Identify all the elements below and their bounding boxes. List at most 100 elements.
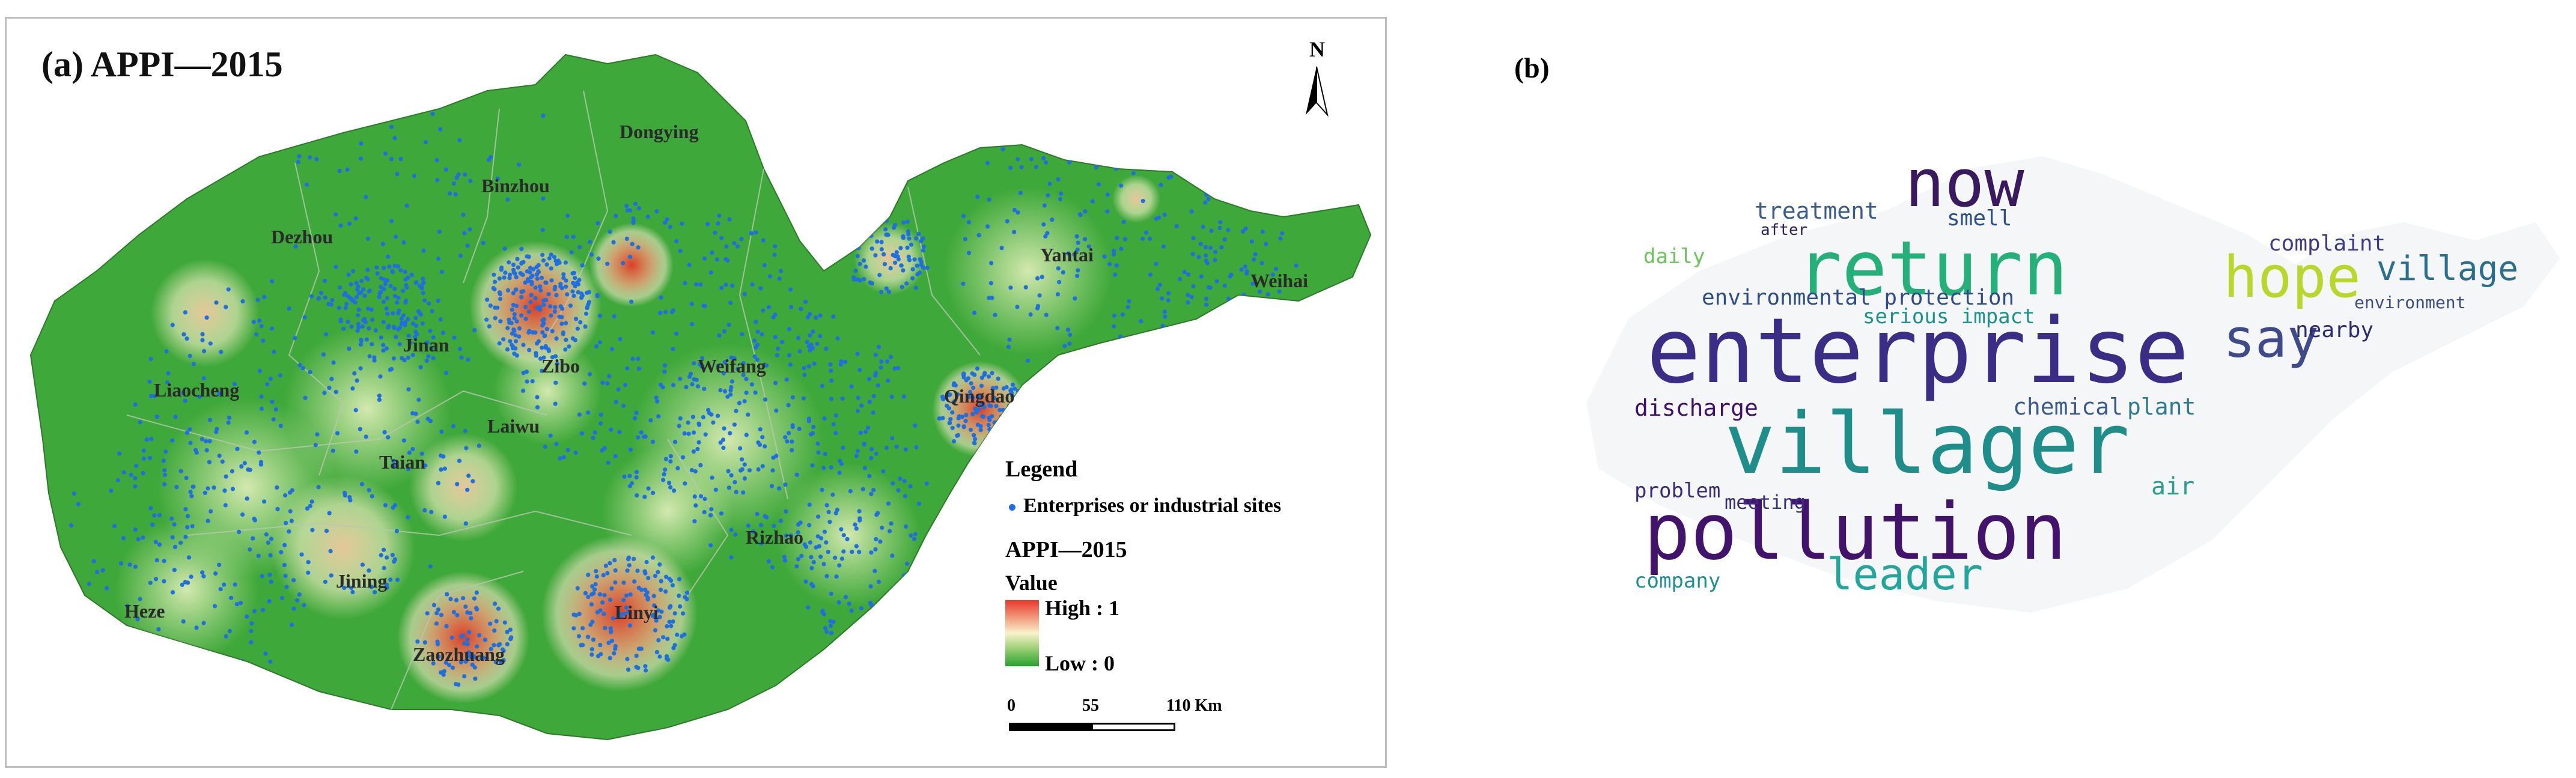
enterprise-point [694,282,699,287]
enterprise-point [323,295,327,300]
enterprise-point [268,377,273,381]
enterprise-point [738,468,743,473]
enterprise-point [365,80,371,85]
enterprise-point [808,348,812,353]
enterprise-point [993,312,997,317]
scale-bar-segment [1009,723,1093,731]
enterprise-point [833,431,838,436]
enterprise-point [605,261,610,266]
enterprise-point [481,240,486,246]
enterprise-point [710,250,714,255]
enterprise-point [429,345,434,350]
enterprise-point [652,603,657,608]
enterprise-point [788,287,793,292]
enterprise-point [321,352,326,357]
enterprise-point [170,438,175,443]
enterprise-point [749,231,754,236]
enterprise-point [1257,313,1262,318]
enterprise-point [978,424,983,429]
enterprise-point [239,601,243,606]
enterprise-point [308,503,312,508]
enterprise-point [458,660,464,664]
enterprise-point [821,562,826,567]
enterprise-point [293,244,298,249]
enterprise-point [875,383,880,388]
enterprise-point [234,602,240,607]
enterprise-point [679,634,684,639]
enterprise-point [538,356,543,361]
enterprise-point [525,269,530,274]
enterprise-point [950,527,955,532]
enterprise-point [136,536,141,542]
enterprise-point [721,445,726,451]
enterprise-point [497,276,502,281]
enterprise-point [806,364,811,369]
word-cloud-word: problem [1634,479,1721,503]
enterprise-point [502,275,507,280]
enterprise-point [729,379,735,384]
enterprise-point [463,428,467,433]
enterprise-point [759,541,764,546]
enterprise-point [421,280,426,285]
enterprise-point [382,430,387,435]
enterprise-point [621,598,626,603]
enterprise-point [728,300,733,305]
enterprise-point [1105,192,1110,197]
enterprise-point [554,336,559,341]
enterprise-point [544,327,549,332]
enterprise-point [894,250,899,255]
enterprise-point [644,668,648,673]
enterprise-point [593,582,598,587]
word-cloud-word: now [1905,145,2024,222]
enterprise-point [1112,252,1116,257]
enterprise-point [634,470,639,475]
enterprise-point [548,304,553,309]
enterprise-point [1102,254,1107,259]
enterprise-point [961,372,966,377]
enterprise-point [406,317,410,321]
word-cloud-word: daily [1643,245,1705,269]
enterprise-point [892,621,897,626]
enterprise-point [882,262,888,267]
enterprise-point [628,254,633,260]
enterprise-point [966,251,972,255]
enterprise-point [1190,252,1195,257]
enterprise-point [1018,190,1023,195]
enterprise-point [1119,246,1124,251]
enterprise-point [811,329,815,334]
enterprise-point [519,295,524,300]
legend-low-label: Low : 0 [1045,651,1115,675]
enterprise-point [761,238,766,243]
enterprise-point [319,291,324,296]
enterprise-point [857,509,862,514]
enterprise-point [807,502,812,507]
enterprise-point [955,559,960,564]
enterprise-point [392,136,397,141]
enterprise-point [199,437,204,442]
map-title: (a) APPI—2015 [41,44,283,84]
enterprise-point [1265,292,1270,297]
enterprise-point [385,296,389,300]
enterprise-point [377,291,382,296]
enterprise-point [267,599,272,604]
enterprise-point [1122,154,1127,159]
enterprise-point [548,433,553,438]
enterprise-point [678,604,683,609]
enterprise-point [1208,245,1213,251]
enterprise-point [609,347,615,351]
enterprise-point [797,349,802,354]
enterprise-point [650,330,655,335]
enterprise-point [451,181,456,186]
enterprise-point [1001,386,1006,391]
enterprise-point [733,532,738,537]
enterprise-point [463,604,468,609]
enterprise-point [577,245,582,250]
enterprise-point [1076,268,1080,273]
word-cloud-word: environmental protection [1702,285,2015,310]
enterprise-point [527,348,532,353]
enterprise-point [360,324,365,329]
enterprise-point [842,638,847,643]
enterprise-point [329,377,334,381]
enterprise-point [141,471,145,476]
enterprise-point [561,330,565,335]
